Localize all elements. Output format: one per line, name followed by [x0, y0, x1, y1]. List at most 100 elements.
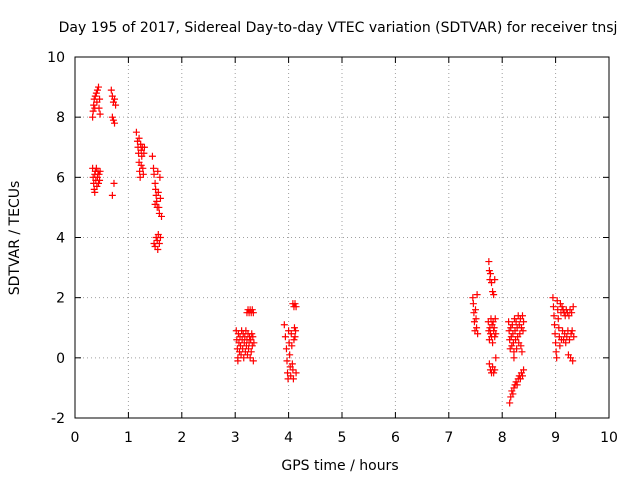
data-point — [139, 170, 147, 178]
x-tick-label: 8 — [498, 430, 507, 446]
data-point — [95, 170, 103, 178]
data-point — [517, 342, 525, 350]
data-point — [140, 143, 148, 151]
data-point — [249, 333, 257, 341]
data-point — [469, 294, 477, 302]
data-point — [552, 339, 560, 347]
x-tick-label: 6 — [391, 430, 400, 446]
data-point — [490, 324, 498, 332]
data-point — [551, 321, 559, 329]
data-point — [513, 345, 521, 353]
data-point — [92, 89, 100, 97]
data-points — [89, 83, 578, 407]
data-point — [136, 173, 144, 181]
data-point — [156, 173, 164, 181]
data-point — [283, 357, 291, 365]
data-point — [510, 315, 518, 323]
data-point — [549, 294, 557, 302]
x-tick-label: 9 — [551, 430, 560, 446]
data-point — [513, 381, 521, 389]
data-point — [135, 134, 143, 142]
data-point — [246, 354, 254, 362]
data-point — [556, 300, 564, 308]
data-point — [111, 95, 119, 103]
data-point — [94, 179, 102, 187]
data-point — [505, 318, 513, 326]
data-point — [566, 306, 574, 314]
data-point — [93, 86, 101, 94]
data-point — [568, 327, 576, 335]
data-point — [554, 315, 562, 323]
data-point — [472, 306, 479, 314]
data-point — [508, 321, 516, 329]
data-point — [492, 330, 500, 338]
x-tick-label: 5 — [338, 430, 347, 446]
x-tick-label: 0 — [71, 430, 80, 446]
data-point — [280, 321, 288, 329]
data-point — [517, 324, 525, 332]
data-point — [491, 315, 499, 323]
data-point — [486, 270, 494, 278]
data-point — [149, 164, 157, 172]
y-tick-label: 8 — [56, 110, 65, 126]
data-point — [148, 152, 156, 160]
data-point — [248, 330, 256, 338]
data-point — [512, 318, 520, 326]
data-point — [510, 384, 518, 392]
data-point — [490, 369, 498, 377]
data-point — [108, 113, 116, 121]
data-point — [505, 327, 513, 335]
data-point — [290, 336, 298, 344]
data-point — [470, 309, 478, 317]
data-point — [509, 390, 517, 398]
data-point — [156, 194, 164, 202]
data-point — [291, 300, 299, 308]
data-point — [518, 312, 526, 320]
x-axis-label: GPS time / hours — [281, 458, 398, 474]
data-point — [473, 324, 481, 332]
data-point — [95, 104, 103, 112]
axis-tick-labels: 0 1 2 3 4 5 6 7 8 9 10 -2 0 2 4 6 8 10 — [47, 50, 618, 446]
data-point — [282, 345, 290, 353]
data-point — [553, 354, 561, 362]
data-point — [568, 309, 576, 317]
grid-lines — [75, 57, 609, 418]
data-point — [488, 279, 496, 287]
data-point — [489, 288, 497, 296]
data-point — [289, 366, 297, 374]
data-point — [491, 366, 499, 374]
data-point — [469, 300, 477, 308]
data-point — [565, 336, 573, 344]
y-tick-label: 4 — [56, 231, 65, 247]
data-point — [292, 369, 300, 377]
data-point — [485, 267, 493, 275]
data-point — [140, 149, 148, 157]
data-point — [506, 345, 514, 353]
data-point — [510, 354, 518, 362]
data-point — [518, 372, 526, 380]
data-point — [555, 324, 563, 332]
data-point — [506, 336, 514, 344]
data-point — [234, 357, 242, 365]
data-point — [96, 95, 104, 103]
data-point — [153, 197, 161, 205]
x-tick-label: 7 — [444, 430, 453, 446]
data-point — [291, 333, 299, 341]
y-axis-label: SDTVAR / TECUs — [7, 181, 23, 296]
x-tick-label: 10 — [600, 430, 618, 446]
data-point — [472, 315, 480, 323]
data-point — [155, 203, 163, 211]
y-tick-label: 2 — [56, 291, 65, 307]
data-point — [292, 303, 300, 311]
data-point — [248, 306, 256, 314]
data-point — [137, 140, 145, 148]
data-point — [96, 110, 104, 118]
data-point — [281, 333, 289, 341]
data-point — [473, 291, 481, 299]
data-point — [519, 327, 527, 335]
data-point — [89, 107, 97, 115]
data-point — [132, 128, 140, 136]
data-point — [570, 333, 578, 341]
x-tick-label: 3 — [231, 430, 240, 446]
chart-title: Day 195 of 2017, Sidereal Day-to-day VTE… — [59, 20, 618, 36]
